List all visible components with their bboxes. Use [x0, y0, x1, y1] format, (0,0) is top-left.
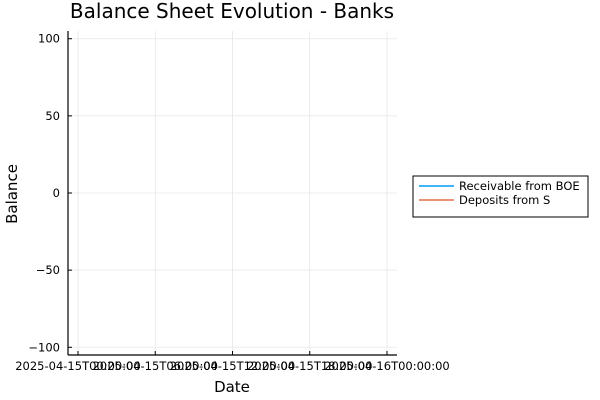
y-tick-label: 50 — [45, 109, 60, 123]
grid-lines — [68, 31, 397, 355]
x-tick-label: 2025-04-16T00:00:00 — [324, 359, 450, 373]
x-tick-label: 2025-04-15T00:00:00 — [15, 359, 141, 373]
legend-label: Deposits from S — [459, 193, 550, 207]
x-tick-label: 2025-04-15T12:00:00 — [170, 359, 296, 373]
x-axis-label: Date — [214, 378, 250, 396]
y-tick-label: 0 — [53, 186, 60, 200]
x-tick-label: 2025-04-15T18:00:00 — [247, 359, 373, 373]
y-tick-label: −100 — [28, 340, 60, 354]
x-axis-ticks: 2025-04-15T00:00:002025-04-15T06:00:0020… — [15, 351, 450, 373]
y-tick-label: 100 — [38, 32, 60, 46]
legend-box — [412, 175, 589, 218]
legend-label: Receivable from BOE — [459, 179, 580, 193]
y-tick-label: −50 — [36, 263, 60, 277]
y-axis-label: Balance — [3, 164, 21, 224]
y-axis-ticks: 100 50 0 −50 −100 — [28, 32, 72, 354]
x-tick-label: 2025-04-15T06:00:00 — [92, 359, 218, 373]
chart-title: Balance Sheet Evolution - Banks — [70, 0, 394, 23]
